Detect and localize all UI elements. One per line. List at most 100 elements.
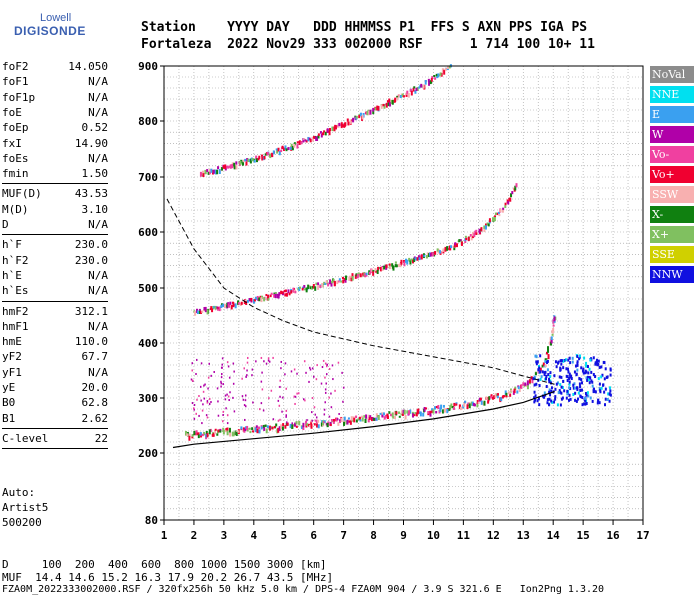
param-row: C-level 22 (2, 431, 108, 446)
echo-mark (253, 159, 256, 163)
echo-mark (442, 404, 445, 408)
echo-mark (260, 297, 263, 303)
echo-mark (254, 427, 257, 433)
echo-mark (429, 411, 432, 417)
echo-mark (344, 275, 347, 279)
echo-mark (228, 303, 231, 308)
echo-mark (201, 310, 204, 313)
echo-mark (242, 159, 245, 163)
echo-mark (407, 92, 410, 98)
echo-mark-spread (560, 391, 563, 395)
echo-mark-spread (574, 364, 577, 368)
echo-mark-spread (569, 397, 572, 401)
echo-mark (251, 158, 254, 162)
echo-mark-spread (545, 385, 548, 389)
echo-mark (310, 419, 313, 423)
echo-mark-spread (546, 398, 549, 402)
echo-mark (235, 431, 238, 437)
echo-mark-scatter (233, 370, 235, 373)
echo-mark (214, 169, 217, 175)
param-row: h`F2 230.0 (2, 253, 108, 268)
x-tick-label: 14 (547, 529, 561, 542)
echo-mark-scatter (228, 399, 230, 402)
echo-mark (287, 147, 290, 151)
echo-mark-spread (566, 375, 569, 379)
echo-mark (496, 212, 499, 216)
echo-mark (319, 131, 322, 134)
echo-mark (520, 384, 523, 389)
echo-mark (472, 234, 475, 239)
echo-mark-spread (603, 390, 606, 394)
echo-mark (269, 426, 272, 429)
echo-mark (315, 282, 318, 286)
y-tick-label: 500 (138, 282, 158, 295)
echo-mark-spread (586, 365, 589, 369)
echo-mark-scatter (203, 384, 205, 387)
echo-mark-spread (555, 365, 558, 369)
echo-mark (261, 156, 264, 161)
footer-distance: D 100 200 400 600 800 1000 1500 3000 [km… (2, 558, 327, 571)
echo-mark-spread (601, 373, 604, 377)
echo-mark-spread (559, 390, 562, 394)
echo-mark (208, 168, 211, 172)
echo-mark (365, 111, 368, 115)
echo-mark-scatter (311, 419, 313, 422)
echo-mark (474, 230, 477, 235)
echo-mark (391, 100, 394, 105)
param-value: N/A (88, 268, 108, 282)
echo-mark (522, 382, 525, 386)
echo-mark (316, 423, 319, 428)
echo-mark-scatter (222, 420, 224, 423)
echo-mark (212, 169, 215, 174)
param-key: fxI (2, 136, 22, 150)
echo-mark (242, 161, 245, 166)
echo-mark (252, 430, 255, 433)
echo-mark (406, 259, 409, 265)
echo-mark-scatter (311, 397, 314, 400)
echo-mark (392, 416, 395, 419)
echo-mark (338, 419, 341, 423)
echo-mark (270, 292, 273, 296)
echo-mark (534, 372, 537, 376)
echo-mark-spread (597, 359, 600, 363)
echo-mark (417, 411, 420, 414)
echo-mark (326, 422, 329, 428)
echo-mark (365, 414, 368, 419)
echo-mark-scatter (208, 397, 211, 400)
echo-mark-scatter (331, 364, 334, 367)
echo-mark-spread (572, 393, 575, 397)
echo-mark (453, 407, 456, 410)
logo-lowell: Lowell (40, 12, 72, 24)
echo-mark-spread (576, 363, 579, 367)
echo-mark (453, 243, 456, 248)
echo-mark (455, 403, 458, 406)
param-row: h`F 230.0 (2, 237, 108, 252)
echo-mark (224, 303, 227, 309)
echo-mark (335, 125, 338, 130)
echo-mark (434, 77, 437, 80)
echo-mark-scatter (293, 395, 296, 398)
echo-mark (226, 427, 229, 432)
echo-mark (302, 286, 305, 290)
echo-mark-spread (596, 401, 599, 405)
echo-mark (551, 330, 554, 334)
echo-mark (309, 286, 312, 290)
x-tick-label: 10 (427, 529, 440, 542)
echo-mark (354, 274, 357, 279)
echo-mark-spread (556, 361, 559, 365)
echo-mark (465, 237, 468, 241)
echo-mark (396, 95, 399, 99)
echo-mark (245, 301, 248, 305)
echo-mark-spread (565, 396, 568, 400)
echo-mark (277, 294, 280, 299)
echo-mark-spread (546, 401, 549, 405)
echo-mark (391, 412, 394, 418)
echo-mark (376, 105, 379, 111)
echo-mark-scatter (324, 388, 327, 391)
echo-mark (347, 121, 350, 126)
echo-mark-spread (576, 368, 579, 372)
echo-mark (222, 303, 225, 308)
echo-mark (469, 233, 472, 237)
echo-mark-spread (533, 400, 536, 404)
echo-mark (453, 245, 456, 251)
